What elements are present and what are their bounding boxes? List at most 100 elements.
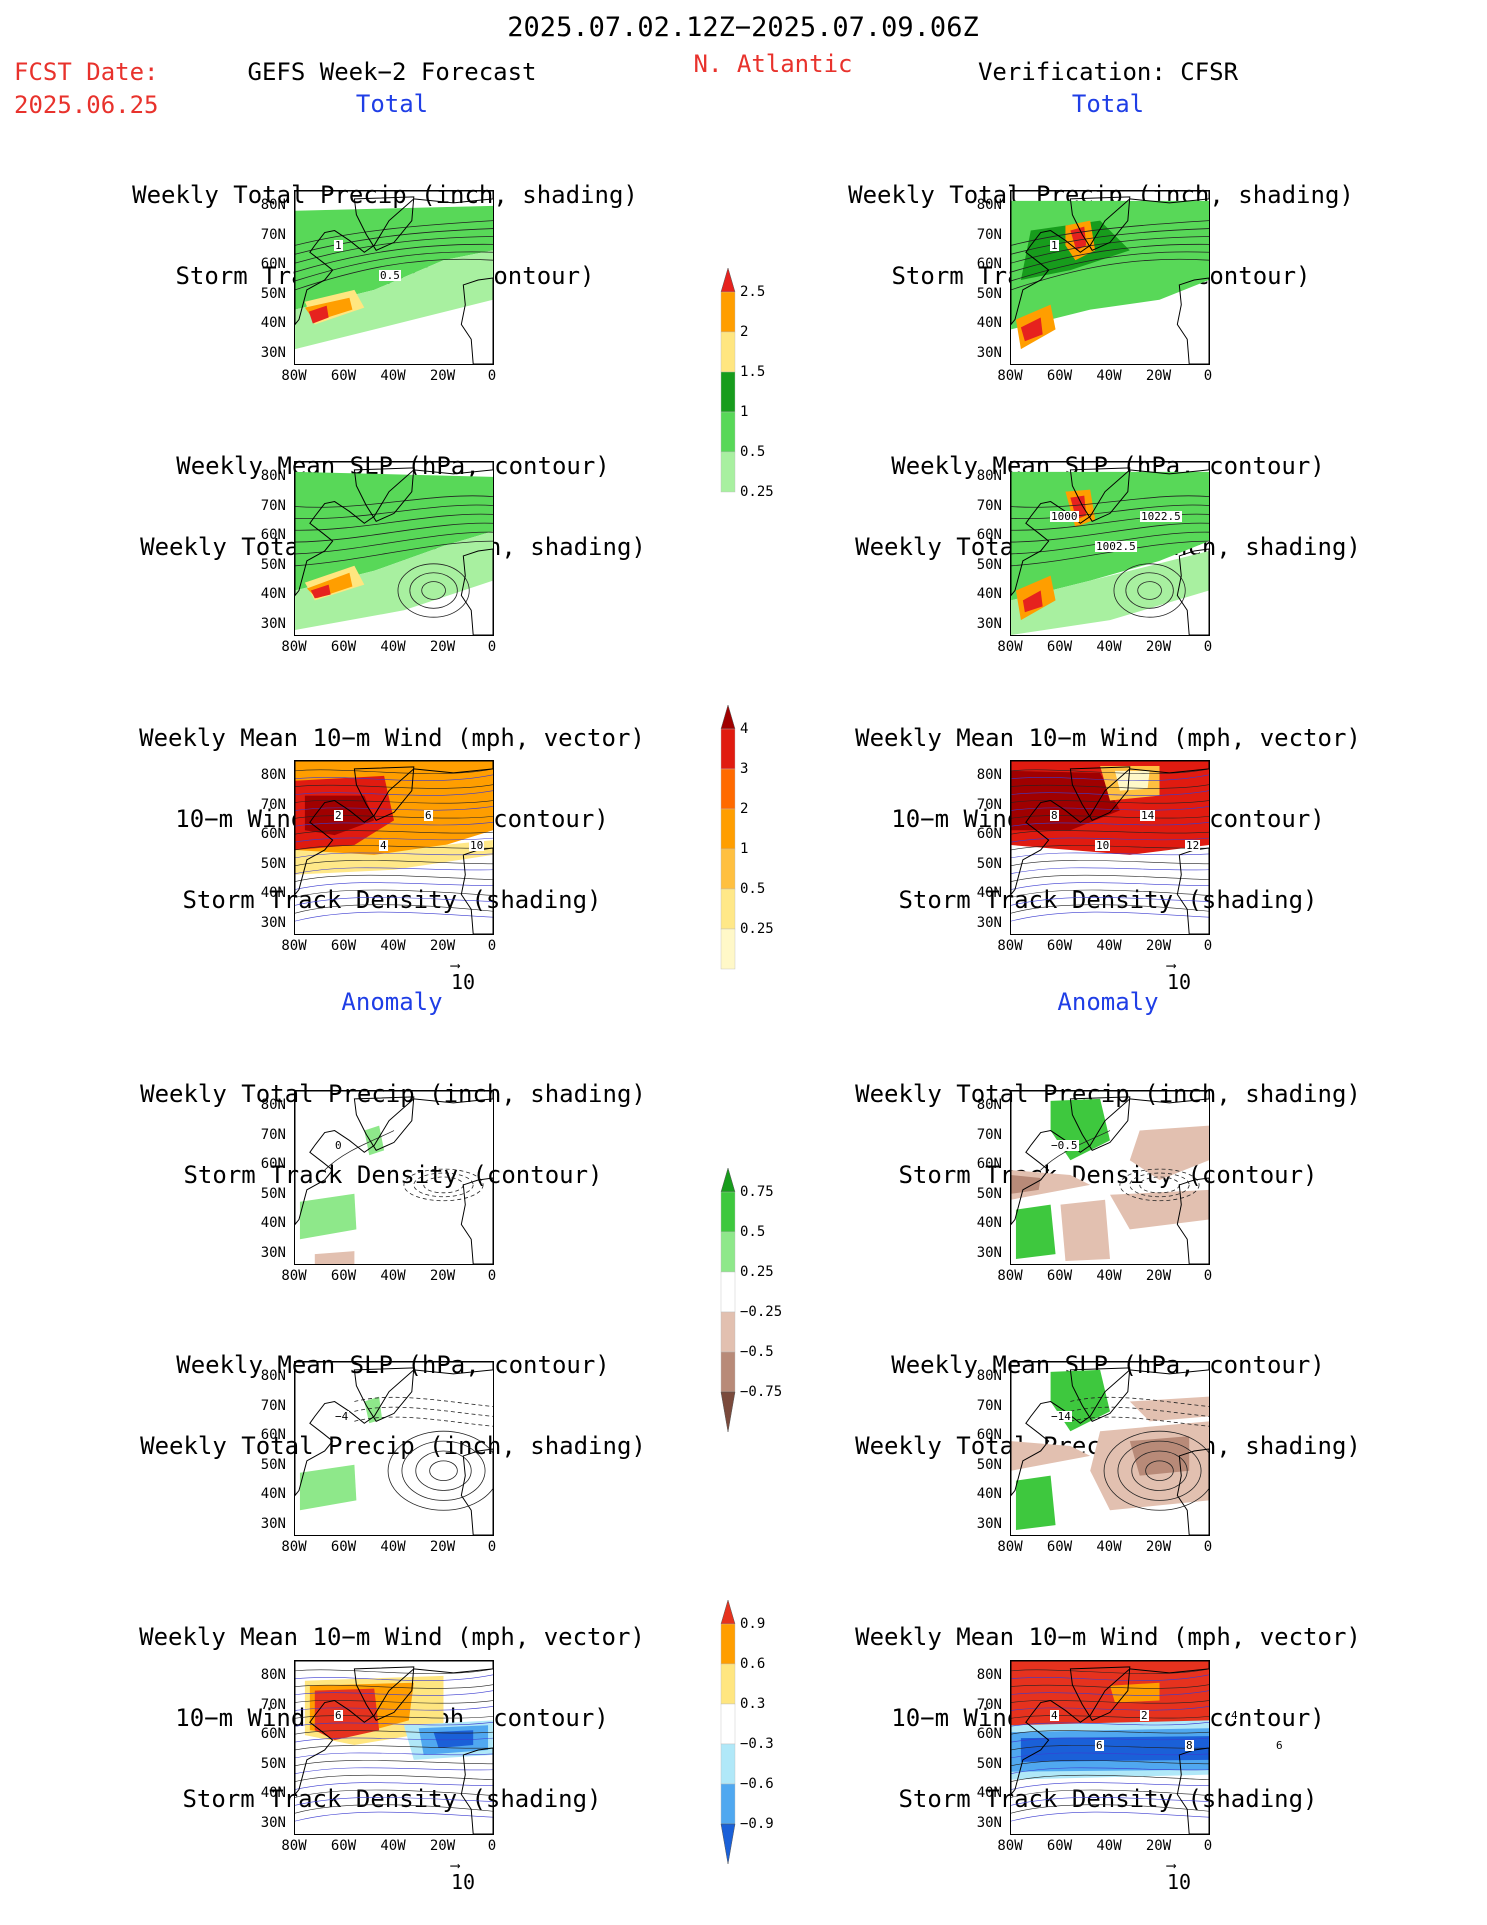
lon-tick-label: 20W	[429, 1539, 456, 1555]
panel-title-fc-precip-anom: Weekly Total Precip (inch, shading) Stor…	[140, 1027, 646, 1216]
lat-tick-label: 50N	[976, 1755, 1002, 1772]
map-area	[1010, 190, 1210, 365]
vector-arrow-icon: ⟶	[1167, 1858, 1176, 1874]
map-svg	[1011, 1661, 1209, 1834]
shading-region	[364, 1396, 383, 1424]
contour-label: 6	[1275, 1739, 1284, 1752]
coastline	[1011, 191, 1209, 326]
contour-label: 6	[1095, 1739, 1104, 1752]
lat-tick-label: 30N	[976, 1244, 1002, 1261]
contour-label: 0	[334, 1139, 343, 1152]
lon-tick-label: 60W	[1046, 938, 1073, 954]
colorbar-swatch	[720, 331, 736, 373]
lat-tick-label: 50N	[260, 285, 286, 302]
map-area	[1010, 1660, 1210, 1835]
colorbar-swatch	[720, 1271, 736, 1313]
map-svg	[1011, 1091, 1209, 1264]
section-anomaly-right: Anomaly	[1057, 988, 1159, 1016]
colorbar-label: −0.9	[740, 1816, 774, 1832]
colorbar-label: −0.25	[740, 1304, 783, 1320]
colorbar-label: 0.25	[740, 1264, 774, 1280]
colorbar-swatch	[720, 808, 736, 850]
lat-tick-label: 40N	[976, 885, 1002, 901]
map-svg	[295, 1091, 493, 1264]
map-svg	[1011, 462, 1209, 635]
contour-label: −14	[1050, 1410, 1072, 1423]
lon-tick-label: 0	[1203, 639, 1213, 655]
section-anomaly-left: Anomaly	[341, 988, 443, 1016]
shading-region	[1110, 1682, 1160, 1703]
map-area	[1010, 461, 1210, 636]
map-area	[294, 190, 494, 365]
colorbar-label: 2	[740, 801, 749, 817]
lon-tick-label: 0	[1203, 1838, 1213, 1854]
coastline	[1011, 1362, 1209, 1497]
contour-label: −4	[334, 1410, 350, 1423]
map-area	[294, 1660, 494, 1835]
lon-tick-label: 60W	[1046, 1838, 1073, 1854]
lon-tick-label: 20W	[1145, 639, 1172, 655]
lat-tick-label: 50N	[260, 1755, 286, 1772]
lat-tick-label: 60N	[976, 826, 1002, 842]
lat-tick-label: 60N	[976, 1726, 1002, 1742]
coastline	[1069, 467, 1131, 522]
lon-tick-label: 40W	[380, 1539, 406, 1555]
colorbar-label: 0.5	[740, 1224, 766, 1240]
shading-region	[1020, 317, 1043, 342]
lon-tick-label: 80W	[997, 938, 1023, 954]
lon-tick-label: 60W	[330, 639, 357, 655]
contour-label: 1000	[1050, 510, 1079, 523]
colorbar-label: 0.25	[740, 921, 774, 937]
colorbar-label: 0.25	[740, 484, 774, 500]
date-range: 2025.07.02.12Z−2025.07.09.06Z	[507, 12, 979, 43]
coastline	[1069, 196, 1131, 251]
coastline	[460, 277, 493, 364]
title-line: Weekly Mean 10−m Wind (mph, vector)	[139, 724, 645, 752]
colorbar-swatch	[720, 1703, 736, 1745]
lon-tick-label: 0	[487, 639, 497, 655]
colorbar-label: 3	[740, 761, 749, 777]
lon-tick-label: 40W	[380, 368, 406, 384]
lat-tick-label: 70N	[976, 796, 1002, 813]
lat-tick-label: 80N	[976, 1368, 1002, 1384]
map-area	[294, 760, 494, 935]
colorbar-label: 1	[740, 404, 749, 420]
map-svg	[1011, 191, 1209, 364]
lat-tick-label: 40N	[976, 315, 1002, 331]
contour-lines	[1070, 1396, 1209, 1511]
lon-tick-label: 80W	[281, 1268, 307, 1284]
lat-tick-label: 80N	[260, 1667, 286, 1683]
lat-tick-label: 50N	[976, 285, 1002, 302]
lon-tick-label: 80W	[281, 938, 307, 954]
lat-tick-label: 50N	[976, 855, 1002, 872]
contour-label: 0.5	[379, 269, 401, 282]
colorbar-label: 0.9	[740, 1616, 766, 1632]
right-title: Verification: CFSR	[977, 58, 1239, 86]
fcst-date: 2025.06.25	[14, 91, 159, 119]
coastline	[460, 548, 493, 635]
colorbar-swatch	[720, 1231, 736, 1273]
map-area	[1010, 760, 1210, 935]
lat-tick-label: 60N	[260, 1726, 286, 1742]
lon-tick-label: 80W	[281, 639, 307, 655]
lat-tick-label: 40N	[976, 586, 1002, 602]
coastline	[460, 1747, 493, 1834]
vector-ref-ob-anom: ⟶ 10	[1167, 1858, 1191, 1894]
coastline	[460, 1177, 493, 1264]
contour-label: 4	[1050, 1709, 1059, 1722]
shading-region	[1129, 1396, 1209, 1422]
lat-tick-label: 30N	[260, 914, 286, 931]
map-area	[294, 461, 494, 636]
coastline	[353, 1367, 415, 1422]
lat-tick-label: 80N	[260, 197, 286, 213]
lat-tick-label: 40N	[260, 1486, 286, 1502]
lon-tick-label: 20W	[1145, 938, 1172, 954]
shading-region	[310, 584, 331, 599]
contour-label: 1	[1050, 239, 1059, 252]
lat-tick-label: 40N	[976, 1486, 1002, 1502]
contour-label: 8	[1185, 1739, 1194, 1752]
lat-tick-label: 70N	[260, 226, 286, 243]
lat-tick-label: 30N	[976, 1814, 1002, 1831]
vector-ref-value: 10	[451, 970, 476, 994]
contour-lines	[354, 1396, 493, 1511]
